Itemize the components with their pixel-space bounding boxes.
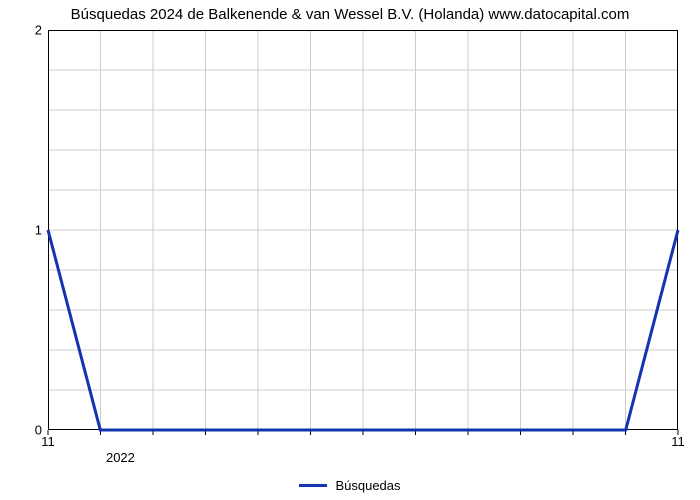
plot-area: 012 11 11 2022	[48, 30, 678, 430]
y-tick-label: 2	[35, 23, 48, 38]
x-tick-label-right: 11	[671, 430, 685, 449]
chart-title: Búsquedas 2024 de Balkenende & van Wesse…	[0, 6, 700, 23]
legend: Búsquedas	[0, 478, 700, 493]
legend-label: Búsquedas	[335, 478, 400, 493]
chart-container: { "chart": { "type": "line", "title": "B…	[0, 0, 700, 500]
x-secondary-label: 2022	[106, 450, 135, 465]
y-tick-label: 1	[35, 223, 48, 238]
x-tick-label-left: 11	[41, 430, 55, 449]
chart-svg	[48, 30, 678, 430]
legend-swatch	[299, 484, 327, 487]
gridlines	[48, 30, 678, 430]
